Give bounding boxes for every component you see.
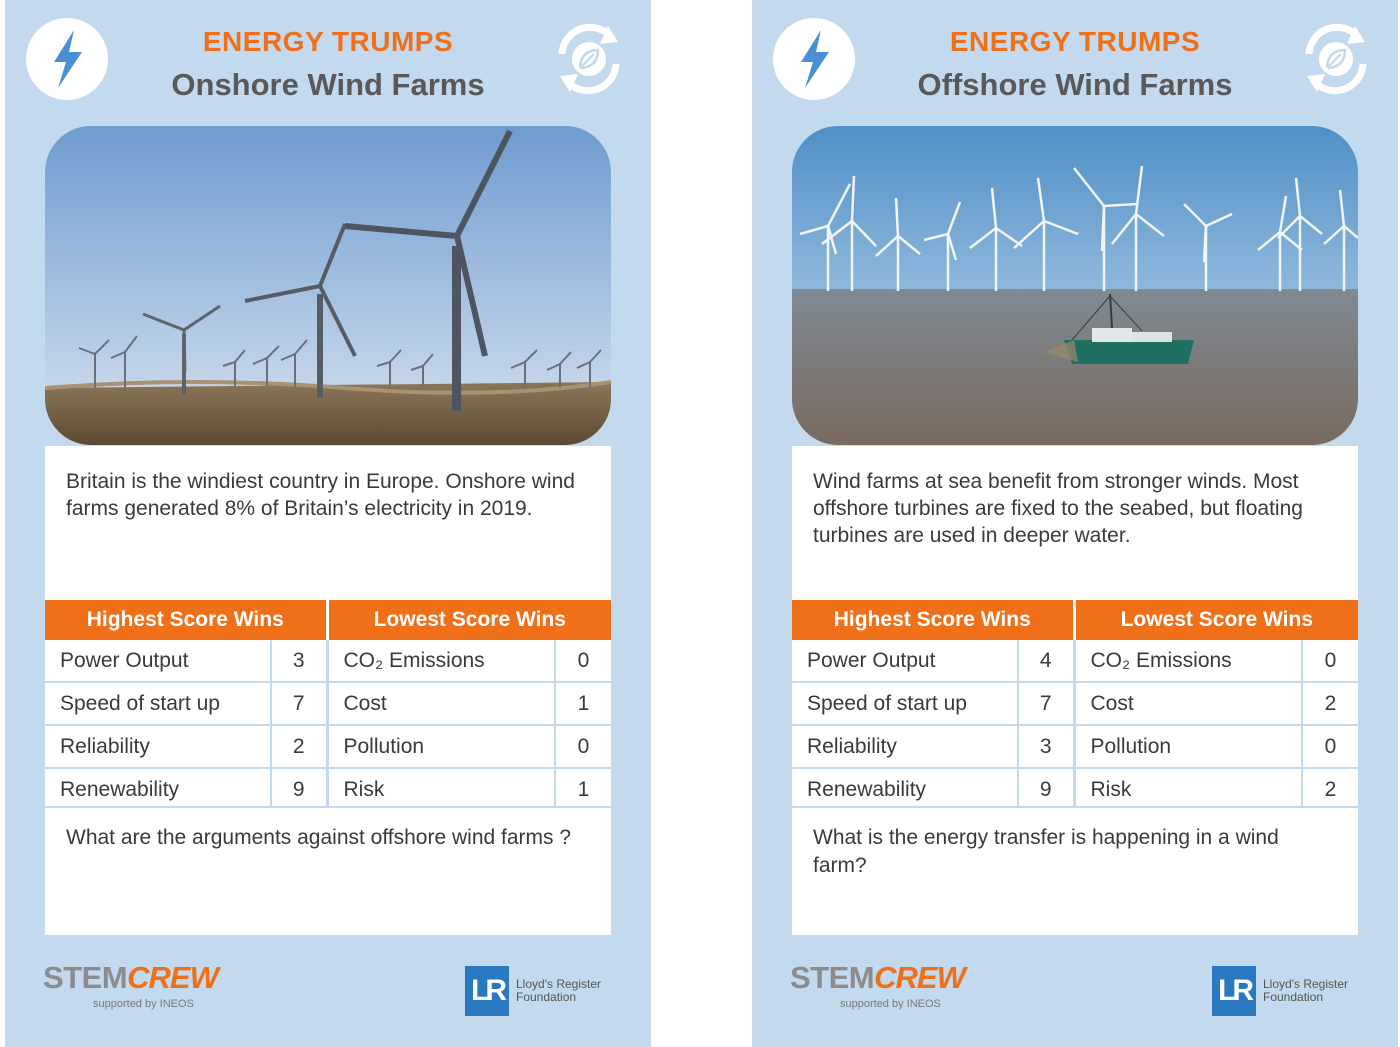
supported-by-text: supported by INEOS	[840, 998, 941, 1010]
lowest-score-header: Lowest Score Wins	[325, 600, 612, 640]
card-title: Offshore Wind Farms	[917, 67, 1233, 102]
stats-table: Highest Score Wins Lowest Score Wins Pow…	[792, 600, 1359, 810]
lowest-score-header: Lowest Score Wins	[1072, 600, 1359, 640]
game-title: ENERGY TRUMPS	[949, 26, 1201, 57]
stat-value: 3	[1017, 725, 1074, 769]
stat-label: Renewability	[60, 777, 180, 801]
stats-row: Speed of start up 7 Cost 1	[45, 682, 612, 726]
supported-by-text: supported by INEOS	[93, 998, 194, 1010]
card-description: Wind farms at sea benefit from stronger …	[813, 470, 1303, 547]
stat-label: CO₂ Emissions	[325, 640, 555, 683]
stat-value: 0	[553, 640, 612, 683]
stat-value: 0	[553, 725, 612, 769]
stat-label: Cost	[1072, 682, 1302, 726]
stat-value: 0	[1300, 640, 1359, 683]
recycle-leaf-icon	[1293, 16, 1379, 102]
stat-value: 3	[270, 640, 327, 683]
stat-label: Power Output	[45, 640, 271, 683]
stats-row: Reliability 2 Pollution 0	[45, 725, 612, 769]
crew-logo-text: CREW	[127, 960, 219, 995]
stats-header-row: Highest Score Wins Lowest Score Wins	[45, 600, 612, 640]
stat-value: 2	[270, 725, 327, 769]
energy-card-offshore: ENERGY TRUMPS Offshore Wind Farms	[752, 0, 1398, 1047]
stat-value: 4	[1017, 640, 1074, 683]
stat-value: 2	[1300, 682, 1359, 726]
lightning-bolt-icon	[773, 18, 855, 100]
stats-row: Reliability 3 Pollution 0	[792, 725, 1359, 769]
wind-turbines-photo	[45, 126, 611, 445]
description-panel: Wind farms at sea benefit from stronger …	[792, 446, 1358, 600]
stat-label: Reliability	[45, 725, 271, 769]
stat-label: Speed of start up	[45, 682, 271, 726]
lr-mark: LR	[465, 966, 509, 1016]
stat-value: 1	[553, 682, 612, 726]
stats-row: Renewability 9 Risk 1	[45, 768, 612, 810]
lr-name: Lloyd's Register Foundation	[516, 977, 601, 1004]
stem-logo-text: STEM	[43, 960, 128, 995]
energy-card-onshore: ENERGY TRUMPS Onshore Wind Farms	[5, 0, 651, 1047]
card-header: ENERGY TRUMPS Offshore Wind Farms	[872, 22, 1278, 108]
card-question: What are the arguments against offshore …	[66, 826, 572, 849]
question-panel: What is the energy transfer is happening…	[792, 806, 1358, 935]
stat-label: Pollution	[325, 725, 555, 769]
lightning-bolt-icon	[26, 18, 108, 100]
crew-logo-text: CREW	[874, 960, 966, 995]
stat-label: Risk	[325, 768, 555, 810]
stem-logo-text: STEM	[790, 960, 875, 995]
game-title: ENERGY TRUMPS	[202, 26, 454, 57]
stat-label: Renewability	[807, 777, 927, 801]
stat-value: 2	[1300, 768, 1359, 810]
stem-crew-logo: STEMCREW supported by INEOS	[43, 960, 219, 1010]
stat-value: 7	[270, 682, 327, 726]
card-question: What is the energy transfer is happening…	[813, 826, 1279, 877]
stats-row: Speed of start up 7 Cost 2	[792, 682, 1359, 726]
stats-table: Highest Score Wins Lowest Score Wins Pow…	[45, 600, 612, 810]
stats-row: Renewability 9 Risk 2	[792, 768, 1359, 810]
stem-crew-logo: STEMCREW supported by INEOS	[790, 960, 966, 1010]
lloyds-register-logo: LR Lloyd's Register Foundation	[465, 966, 616, 1016]
stat-label: Speed of start up	[792, 682, 1018, 726]
card-description: Britain is the windiest country in Europ…	[66, 470, 575, 520]
stats-row: Power Output 4 CO₂ Emissions 0	[792, 640, 1359, 683]
stat-value: 1	[553, 768, 612, 810]
stats-header-row: Highest Score Wins Lowest Score Wins	[792, 600, 1359, 640]
stat-value: 9	[1017, 768, 1074, 810]
highest-score-header: Highest Score Wins	[45, 600, 327, 640]
stat-label: Cost	[325, 682, 555, 726]
stat-label: Pollution	[1072, 725, 1302, 769]
stat-label: CO₂ Emissions	[1072, 640, 1302, 683]
stats-row: Power Output 3 CO₂ Emissions 0	[45, 640, 612, 683]
stat-label: Power Output	[792, 640, 1018, 683]
card-title: Onshore Wind Farms	[171, 67, 485, 102]
lloyds-register-logo: LR Lloyd's Register Foundation	[1212, 966, 1363, 1016]
stat-value: 7	[1017, 682, 1074, 726]
stat-value: 9	[270, 768, 327, 810]
question-panel: What are the arguments against offshore …	[45, 806, 611, 935]
stat-value: 0	[1300, 725, 1359, 769]
lr-mark: LR	[1212, 966, 1256, 1016]
recycle-leaf-icon	[546, 16, 632, 102]
stat-label: Risk	[1072, 768, 1302, 810]
highest-score-header: Highest Score Wins	[792, 600, 1074, 640]
card-header: ENERGY TRUMPS Onshore Wind Farms	[125, 22, 531, 108]
stat-label: Reliability	[792, 725, 1018, 769]
description-panel: Britain is the windiest country in Europ…	[45, 446, 611, 600]
offshore-turbines-photo	[792, 126, 1358, 445]
lr-name: Lloyd's Register Foundation	[1263, 977, 1348, 1004]
